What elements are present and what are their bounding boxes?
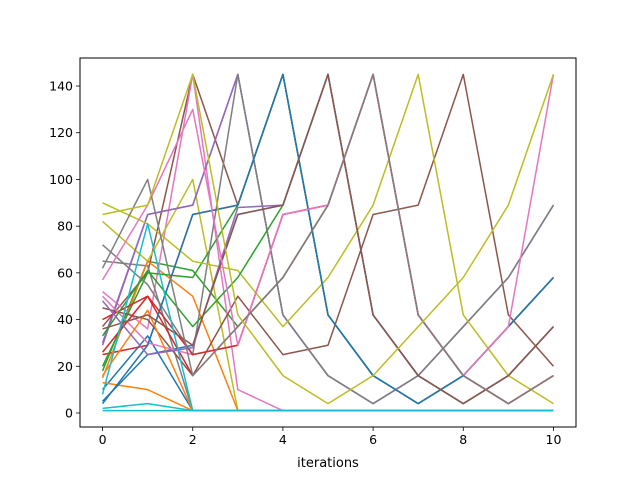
series-line-16 [102,73,555,377]
y-tick-label: 60 [57,265,73,280]
series-line-30 [101,223,554,412]
plot-area [101,73,555,412]
x-tick-label: 6 [369,432,377,447]
x-tick-label: 0 [99,432,107,447]
series-layer [101,73,555,412]
series-line-28 [101,73,554,405]
series-line-26 [102,73,555,405]
series-line-19 [102,73,554,405]
y-tick-label: 140 [49,79,73,94]
x-tick-label: 8 [459,432,467,447]
series-line-18 [102,73,555,405]
plot-frame [79,57,577,428]
x-tick-label: 2 [189,432,197,447]
x-axis: 0 2 4 6 8 10 [99,427,562,447]
y-tick-label: 0 [65,405,73,420]
y-tick-label: 40 [57,312,73,327]
y-tick-label: 100 [49,172,73,187]
y-tick-label: 20 [57,359,73,374]
y-tick-label: 80 [57,219,73,234]
x-tick-label: 4 [279,432,287,447]
x-tick-label: 10 [546,432,562,447]
series-line-29 [102,73,555,405]
y-tick-label: 120 [49,125,73,140]
x-axis-label: iterations [297,456,359,471]
y-axis: 0 20 40 60 80 100 120 140 [49,79,80,420]
